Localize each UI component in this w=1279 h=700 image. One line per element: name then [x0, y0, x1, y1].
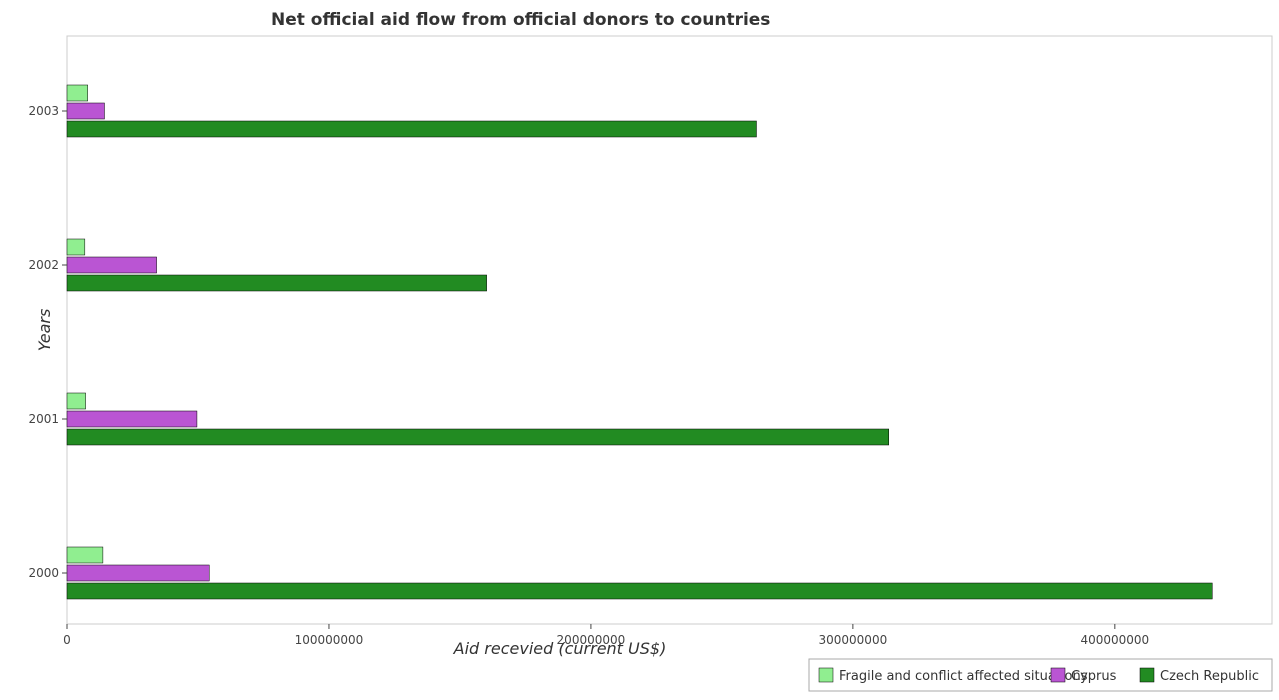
- bar-2002-series-1: [66, 256, 157, 274]
- bar-2002-series-2: [66, 274, 487, 292]
- y-tick-label-2002: 2002: [28, 258, 59, 272]
- legend: Fragile and conflict affected situations…: [808, 658, 1273, 692]
- bars-group: [66, 84, 1213, 600]
- x-tick-label-3: 300000000: [819, 633, 888, 647]
- legend-box: [808, 658, 1273, 692]
- bar-2000-series-1: [66, 564, 210, 582]
- legend-items: Fragile and conflict affected situations…: [818, 667, 1259, 684]
- legend-label-1: Cyprus: [1071, 669, 1117, 684]
- y-tick-label-2001: 2001: [28, 412, 59, 426]
- y-axis-label: Years: [35, 309, 54, 352]
- bar-2001-series-1: [66, 410, 198, 428]
- x-tick-label-4: 400000000: [1080, 633, 1149, 647]
- legend-swatch-1: [1050, 667, 1066, 683]
- chart-title: Net official aid flow from official dono…: [271, 10, 770, 30]
- x-tick-label-0: 0: [63, 633, 71, 647]
- bar-2003-series-0: [66, 84, 88, 102]
- bar-2000-series-2: [66, 582, 1213, 600]
- bar-2003-series-2: [66, 120, 757, 138]
- bar-2003-series-1: [66, 102, 105, 120]
- bar-2001-series-2: [66, 428, 890, 446]
- x-tick-label-1: 100000000: [295, 633, 364, 647]
- bar-2001-series-0: [66, 392, 86, 410]
- bar-2002-series-0: [66, 238, 86, 256]
- legend-label-2: Czech Republic: [1160, 669, 1259, 684]
- x-tick-label-2: 200000000: [557, 633, 626, 647]
- x-axis-ticks: 0 100000000 200000000 300000000 400000000: [63, 624, 1149, 647]
- legend-label-0: Fragile and conflict affected situations: [839, 669, 1088, 684]
- legend-swatch-0: [818, 667, 834, 683]
- x-axis-label: Aid recevied (current US$): [453, 639, 667, 658]
- legend-swatch-2: [1139, 667, 1155, 683]
- y-axis-ticks: 2000 2001 2002 2003: [28, 104, 67, 580]
- y-tick-label-2000: 2000: [28, 566, 59, 580]
- y-tick-label-2003: 2003: [28, 104, 59, 118]
- bar-2000-series-0: [66, 546, 104, 564]
